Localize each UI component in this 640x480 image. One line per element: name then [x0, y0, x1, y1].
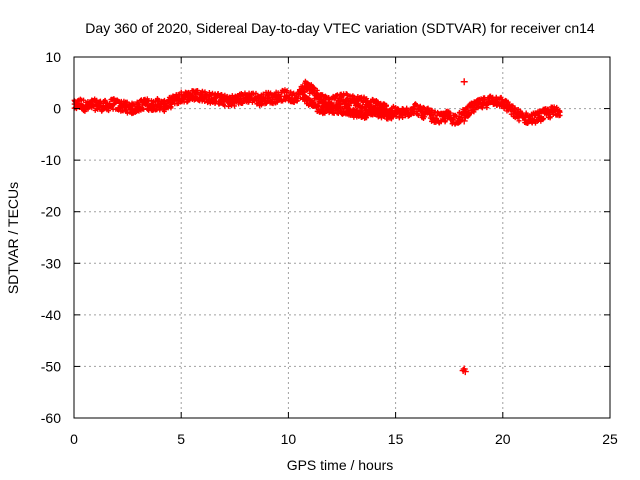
data-point — [390, 114, 396, 120]
y-tick-label: -60 — [41, 410, 61, 426]
data-point — [195, 87, 201, 93]
x-tick-label: 20 — [495, 431, 511, 447]
y-tick-label: 10 — [45, 49, 61, 65]
data-point — [460, 78, 468, 86]
data-point — [253, 90, 259, 96]
data-point — [464, 105, 470, 111]
data-point — [451, 117, 457, 123]
data-point — [447, 110, 453, 116]
x-tick-label: 15 — [388, 431, 404, 447]
data-point — [178, 89, 184, 95]
data-point — [291, 90, 297, 96]
data-point — [327, 96, 333, 102]
data-point — [460, 117, 468, 125]
data-point — [250, 91, 256, 97]
data-point — [557, 112, 563, 118]
points-layer — [71, 78, 563, 376]
y-axis-label: SDTVAR / TECUs — [5, 182, 21, 294]
data-point — [516, 118, 522, 124]
x-tick-label: 5 — [177, 431, 185, 447]
data-point — [420, 104, 426, 110]
data-point — [505, 99, 511, 105]
y-tick-label: -20 — [41, 204, 61, 220]
data-point — [311, 99, 317, 105]
data-point — [260, 91, 266, 97]
ticks-layer: 0 5 10 15 20 25 10 0 -10 -20 -30 -40 -50 -60 — [41, 49, 618, 447]
y-tick-label: -50 — [41, 358, 61, 374]
y-tick-label: 0 — [53, 101, 61, 117]
x-tick-label: 25 — [602, 431, 618, 447]
data-point — [459, 367, 467, 375]
x-tick-label: 10 — [281, 431, 297, 447]
data-point — [361, 94, 367, 100]
y-tick-label: -40 — [41, 307, 61, 323]
data-point — [339, 106, 345, 112]
data-point — [547, 114, 553, 120]
data-point — [398, 112, 404, 118]
data-point — [294, 98, 300, 104]
data-point — [117, 105, 123, 111]
x-axis-label: GPS time / hours — [287, 457, 394, 473]
data-point — [296, 91, 302, 97]
data-point — [454, 118, 462, 126]
data-point — [523, 110, 529, 116]
data-point — [284, 88, 290, 94]
data-point — [306, 95, 312, 101]
data-point — [94, 97, 100, 103]
data-point — [232, 103, 238, 109]
data-point — [388, 110, 394, 116]
x-tick-label: 0 — [70, 431, 78, 447]
data-point — [384, 102, 390, 108]
data-point — [344, 91, 350, 97]
data-point — [442, 118, 448, 124]
y-tick-label: -30 — [41, 255, 61, 271]
data-point — [356, 101, 362, 107]
plot-frame — [73, 56, 611, 419]
chart-title: Day 360 of 2020, Sidereal Day-to-day VTE… — [85, 20, 595, 36]
data-point — [400, 115, 406, 121]
data-point — [135, 100, 141, 106]
y-tick-label: -10 — [41, 152, 61, 168]
data-point — [541, 116, 547, 122]
